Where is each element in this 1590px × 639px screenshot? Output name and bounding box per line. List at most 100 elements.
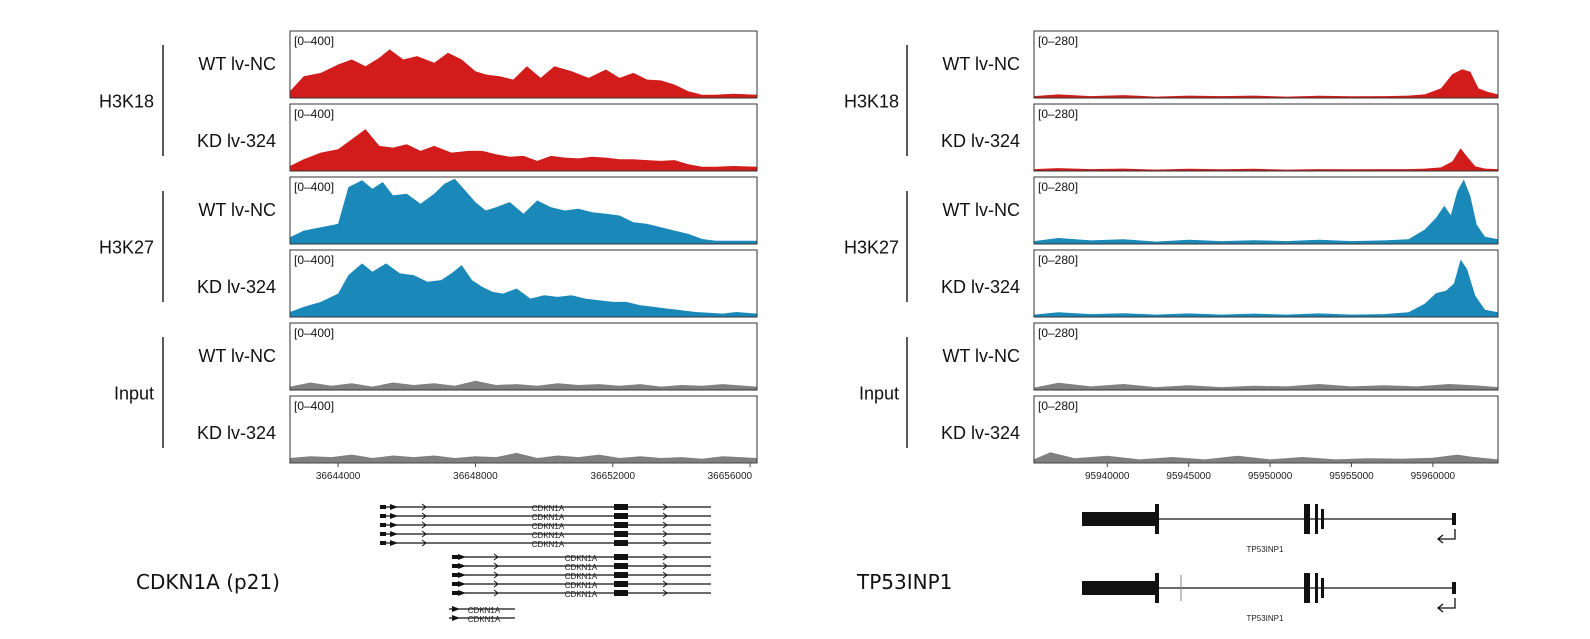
exon (1082, 581, 1158, 595)
sample-label: KD lv-324 (941, 131, 1020, 151)
track-scale-label: [0–280] (1038, 107, 1078, 121)
isoform-label: CDKN1A (532, 513, 565, 522)
panel-tp53inp1: [0–280] WT lv-NC [0–280] KD lv-324 [0–280] WT… (844, 30, 1499, 594)
strand-chevron-icon (493, 589, 499, 597)
track-scale-label: [0–400] (294, 253, 334, 267)
exon (614, 581, 628, 587)
exon (1321, 578, 1324, 598)
track-h3k18-wt: [0–280] WT lv-NC (942, 30, 1499, 99)
tss-arrow-icon (452, 615, 460, 621)
track-input-wt: [0–400] WT lv-NC (198, 322, 758, 391)
transcript: CDKN1A (452, 553, 711, 563)
signal-area (290, 129, 757, 171)
sample-label: KD lv-324 (197, 131, 276, 151)
tss-arrow-icon (458, 581, 466, 587)
group-label-h3k27: H3K27 (844, 238, 899, 258)
exon (614, 522, 628, 528)
x-tick-label: 36648000 (453, 471, 498, 482)
tss-arrow-icon (390, 531, 398, 537)
transcript: CDKN1A (452, 571, 711, 581)
gene-name: CDKN1A (p21) (136, 570, 280, 594)
signal-area (1034, 382, 1498, 390)
group-label-input: Input (859, 384, 899, 404)
sample-label: KD lv-324 (197, 277, 276, 297)
sample-label: WT lv-NC (942, 54, 1020, 74)
sample-label: KD lv-324 (197, 423, 276, 443)
isoform-label: CDKN1A (468, 606, 501, 615)
gene-name: TP53INP1 (856, 570, 952, 594)
transcript: CDKN1A (452, 562, 711, 572)
track-input-kd: [0–280] KD lv-324 (941, 395, 1499, 464)
exon (614, 504, 628, 510)
transcript: TP53INP1 (1082, 573, 1456, 623)
x-tick-label: 36656000 (708, 471, 753, 482)
strand-chevron-icon (421, 539, 427, 547)
track-frame (1033, 30, 1499, 99)
exon (452, 555, 458, 559)
x-tick-label: 95940000 (1085, 471, 1130, 482)
tss-arrow-icon (458, 572, 466, 578)
transcript: CDKN1A (449, 606, 515, 615)
x-axis: 95940000 95945000 95950000 95955000 95960000 (1034, 462, 1498, 482)
track-scale-label: [0–280] (1038, 253, 1078, 267)
track-scale-label: [0–280] (1038, 399, 1078, 413)
strand-chevron-icon (662, 521, 668, 529)
track-frame (1033, 395, 1499, 464)
exon (1321, 509, 1324, 529)
tss-arrow-icon (1436, 603, 1444, 613)
transcript: CDKN1A (380, 503, 711, 513)
strand-chevron-icon (493, 580, 499, 588)
isoform-label: CDKN1A (532, 522, 565, 531)
strand-chevron-icon (421, 530, 427, 538)
tss-arrow-icon (390, 504, 398, 510)
exon (1452, 582, 1456, 594)
exon (1304, 504, 1310, 534)
signal-area (290, 380, 757, 390)
transcript: CDKN1A (452, 589, 711, 599)
track-h3k18-kd: [0–280] KD lv-324 (941, 103, 1499, 172)
exon (1315, 573, 1318, 603)
isoform-label: CDKN1A (565, 563, 598, 572)
signal-area (290, 49, 757, 98)
strand-chevron-icon (662, 562, 668, 570)
track-frame (289, 395, 758, 464)
transcript: CDKN1A (380, 539, 711, 549)
exon (614, 540, 628, 546)
isoform-label: TP53INP1 (1247, 545, 1284, 554)
exon (380, 532, 386, 536)
tss-arrow-icon (390, 540, 398, 546)
track-scale-label: [0–280] (1038, 326, 1078, 340)
exon (614, 531, 628, 537)
group-label-h3k18: H3K18 (844, 92, 899, 112)
exon (1082, 512, 1158, 526)
exon (614, 563, 628, 569)
sample-label: WT lv-NC (198, 54, 276, 74)
exon (614, 513, 628, 519)
signal-area (1034, 179, 1498, 244)
x-tick-label: 95955000 (1329, 471, 1374, 482)
signal-area (290, 452, 757, 463)
x-tick-label: 36652000 (591, 471, 636, 482)
track-h3k27-wt: [0–400] WT lv-NC (198, 176, 758, 245)
exon (452, 564, 458, 568)
isoform-label: CDKN1A (565, 581, 598, 590)
exon (380, 523, 386, 527)
tss-arrow-icon (1436, 534, 1444, 544)
strand-chevron-icon (662, 571, 668, 579)
isoform-label: CDKN1A (532, 531, 565, 540)
exon (452, 573, 458, 577)
exon (452, 591, 458, 595)
transcript: CDKN1A (380, 512, 711, 522)
signal-area (1034, 69, 1498, 98)
tss-arrow-icon (452, 606, 460, 612)
exon (452, 582, 458, 586)
track-h3k27-kd: [0–400] KD lv-324 (197, 249, 758, 318)
transcript: CDKN1A (380, 521, 711, 531)
signal-area (1034, 148, 1498, 171)
transcript: CDKN1A (452, 580, 711, 590)
gene-model-cdkn1a: CDKN1ACDKN1ACDKN1ACDKN1ACDKN1ACDKN1ACDKN… (380, 503, 711, 624)
x-tick-label: 95950000 (1248, 471, 1293, 482)
track-input-wt: [0–280] WT lv-NC (942, 322, 1499, 391)
strand-chevron-icon (493, 553, 499, 561)
